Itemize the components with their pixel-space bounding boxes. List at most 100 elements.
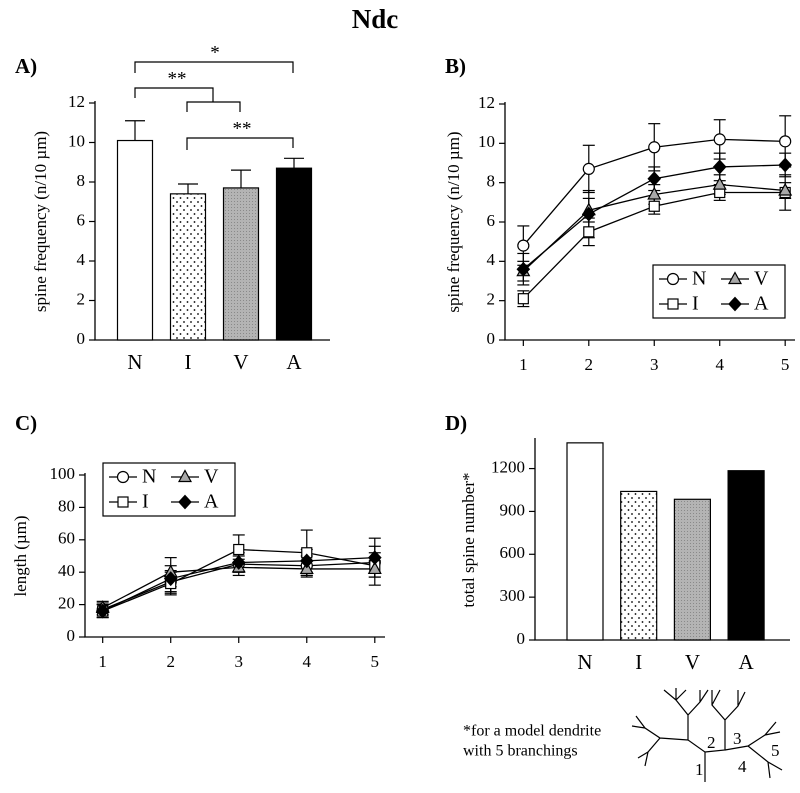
legend-label: V bbox=[204, 466, 219, 488]
marker bbox=[163, 571, 178, 587]
legend-marker bbox=[177, 469, 193, 483]
legend-label: A bbox=[754, 293, 769, 315]
diagram-label: 5 bbox=[771, 741, 780, 760]
y-tick-label: 0 bbox=[67, 626, 76, 645]
y-tick-label: 6 bbox=[77, 210, 86, 229]
marker bbox=[233, 543, 245, 556]
marker bbox=[648, 141, 661, 154]
x-tick-label: 5 bbox=[371, 652, 380, 671]
marker bbox=[367, 550, 382, 566]
marker bbox=[517, 293, 529, 305]
marker bbox=[713, 133, 726, 146]
legend-label: N bbox=[692, 268, 706, 290]
marker bbox=[779, 135, 792, 148]
marker bbox=[95, 603, 110, 619]
y-tick-label: 40 bbox=[58, 561, 75, 580]
y-tick-label: 12 bbox=[68, 92, 85, 111]
bar bbox=[673, 498, 712, 641]
error-bar bbox=[231, 169, 251, 188]
marker bbox=[517, 239, 530, 252]
x-tick-label: 2 bbox=[585, 355, 594, 374]
marker bbox=[583, 226, 595, 238]
x-tick-label: V bbox=[233, 350, 248, 374]
x-tick-label: I bbox=[185, 350, 192, 374]
y-tick-label: 600 bbox=[500, 543, 526, 562]
y-tick-label: 0 bbox=[487, 329, 496, 348]
y-tick-label: 10 bbox=[478, 132, 495, 151]
y-tick-label: 60 bbox=[58, 529, 75, 548]
marker bbox=[712, 159, 727, 175]
y-tick-label: 100 bbox=[50, 464, 76, 483]
x-tick-label: 2 bbox=[166, 652, 175, 671]
legend-marker bbox=[728, 296, 742, 312]
diagram-label: 4 bbox=[738, 757, 747, 776]
x-tick-label: N bbox=[127, 350, 142, 374]
bar bbox=[116, 139, 154, 341]
legend-marker bbox=[727, 271, 743, 285]
bar bbox=[566, 442, 604, 641]
marker bbox=[516, 261, 531, 277]
diagram-label: 2 bbox=[707, 733, 716, 752]
x-tick-label: 4 bbox=[715, 355, 724, 374]
marker bbox=[647, 186, 662, 200]
bar bbox=[222, 187, 260, 341]
bar bbox=[727, 470, 765, 641]
panel-label: C) bbox=[15, 411, 37, 435]
footnote: with 5 branchings bbox=[463, 743, 578, 760]
y-tick-label: 0 bbox=[77, 329, 86, 348]
legend-marker bbox=[116, 470, 130, 484]
marker bbox=[581, 206, 596, 222]
x-tick-label: I bbox=[635, 650, 642, 674]
x-tick-label: V bbox=[685, 650, 700, 674]
y-tick-label: 12 bbox=[478, 93, 495, 112]
significance-label: * bbox=[210, 42, 220, 63]
panel-label: B) bbox=[445, 54, 466, 78]
y-tick-label: 8 bbox=[487, 172, 496, 191]
marker bbox=[299, 553, 314, 569]
x-tick-label: A bbox=[739, 650, 755, 674]
dendrite-diagram bbox=[631, 688, 783, 782]
y-tick-label: 4 bbox=[487, 250, 496, 269]
x-tick-label: 3 bbox=[234, 652, 243, 671]
y-tick-label: 1200 bbox=[491, 457, 525, 476]
legend-label: I bbox=[692, 293, 699, 315]
y-tick-label: 0 bbox=[517, 629, 526, 648]
y-axis-label: length (µm) bbox=[11, 515, 30, 596]
legend-marker bbox=[667, 298, 679, 310]
marker bbox=[648, 200, 660, 212]
significance-label: ** bbox=[233, 118, 252, 139]
x-tick-label: 4 bbox=[303, 652, 312, 671]
error-bar bbox=[284, 157, 304, 169]
panel-label: A) bbox=[15, 54, 37, 78]
y-axis-label: spine frequency (n/10 µm) bbox=[31, 131, 50, 312]
bar bbox=[169, 193, 207, 341]
significance-label: ** bbox=[168, 68, 187, 89]
legend-marker bbox=[666, 272, 680, 286]
legend-marker bbox=[117, 496, 129, 508]
diagram-label: 3 bbox=[733, 729, 742, 748]
diagram-label: 1 bbox=[695, 760, 704, 779]
legend-label: I bbox=[142, 491, 149, 513]
x-tick-label: A bbox=[286, 350, 302, 374]
legend-label: A bbox=[204, 491, 219, 513]
y-tick-label: 300 bbox=[500, 586, 526, 605]
x-tick-label: 1 bbox=[98, 652, 107, 671]
y-tick-label: 80 bbox=[58, 496, 75, 515]
marker bbox=[367, 561, 382, 575]
y-tick-label: 2 bbox=[77, 289, 86, 308]
marker bbox=[778, 157, 792, 173]
y-tick-label: 6 bbox=[487, 211, 496, 230]
y-tick-label: 10 bbox=[68, 131, 85, 150]
significance-brackets bbox=[134, 61, 294, 150]
y-tick-label: 8 bbox=[77, 171, 86, 190]
x-tick-label: 3 bbox=[650, 355, 659, 374]
marker bbox=[712, 176, 727, 190]
bar bbox=[620, 490, 658, 641]
marker bbox=[582, 162, 595, 175]
marker bbox=[231, 555, 246, 570]
figure-title: Ndc bbox=[352, 4, 399, 34]
x-tick-label: 1 bbox=[519, 355, 528, 374]
footnote: *for a model dendrite bbox=[463, 723, 601, 740]
error-bar bbox=[178, 183, 198, 194]
